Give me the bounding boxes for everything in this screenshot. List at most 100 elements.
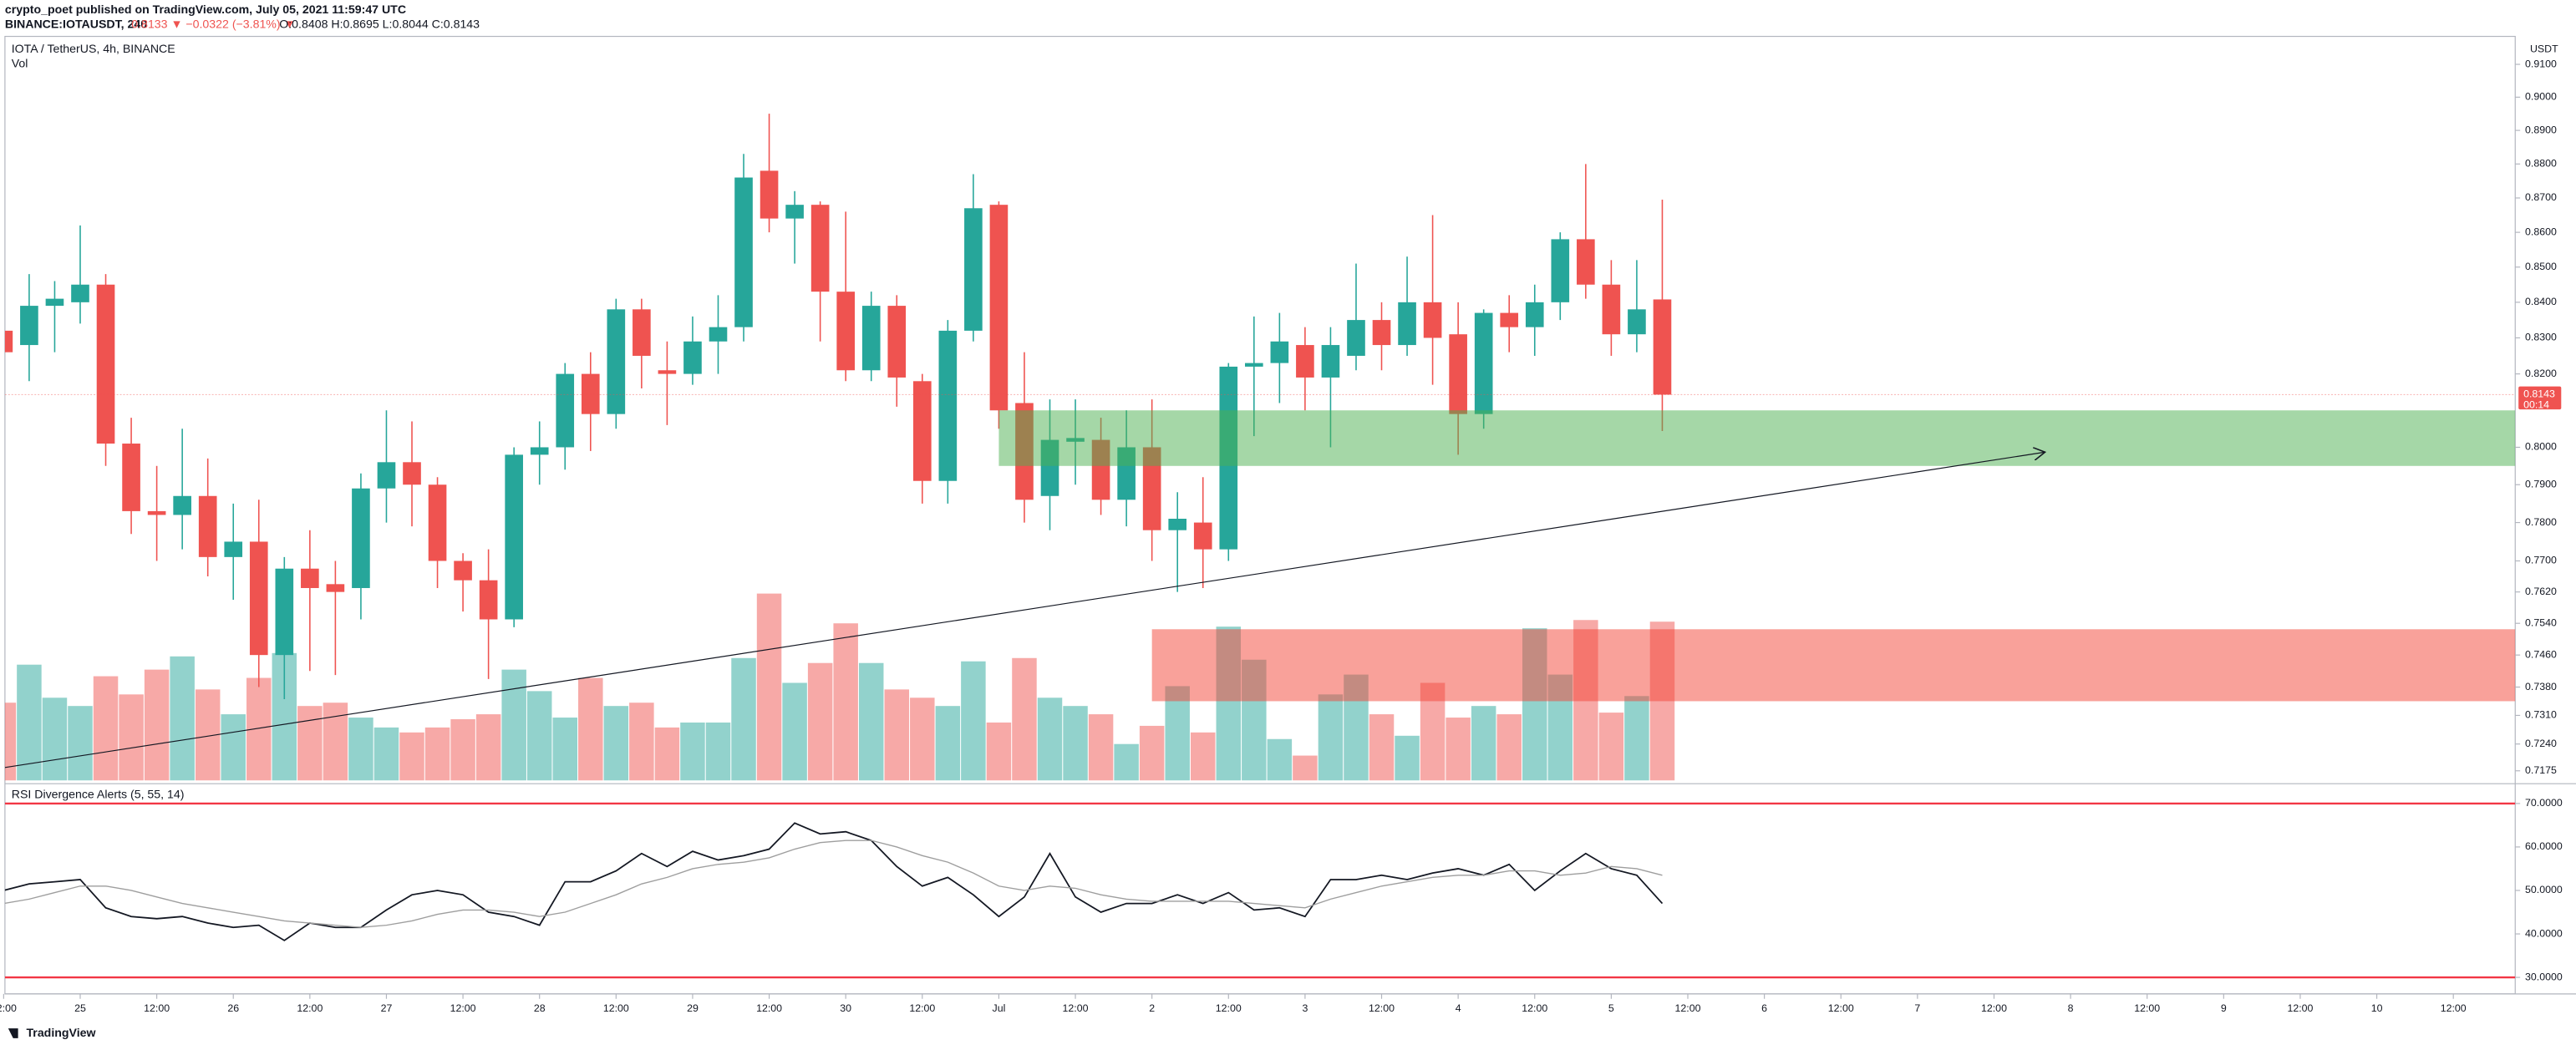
volume-bar [1395,735,1420,781]
candle-body [1577,239,1595,285]
y-tick-label: 0.7800 [2525,516,2557,528]
x-tick-label: Jul [993,1002,1006,1014]
x-tick-label: 9 [2221,1002,2227,1014]
volume-bar [170,656,195,781]
x-tick-label: 12:00 [0,1002,17,1014]
volume-bar [399,732,424,781]
candle-body [1398,302,1416,346]
candle-body [96,284,115,444]
candle-body [428,484,447,561]
volume-bar [782,682,807,781]
volume-bar [1598,713,1624,781]
y-tick-label: 70.0000 [2525,797,2563,809]
volume-bar [705,722,731,781]
axis-unit: USDT [2530,43,2558,55]
author-line: crypto_poet published on TradingView.com… [5,3,406,16]
volume-legend: Vol [12,57,28,70]
volume-bar [884,689,910,781]
y-tick-label: 0.8400 [2525,296,2557,307]
x-tick-label: 12:00 [450,1002,476,1014]
candle-body [1347,320,1365,356]
y-tick-label: 0.7460 [2525,648,2557,660]
candle-body [352,488,370,588]
zone [1151,629,2516,702]
candle-body [147,510,166,515]
candle-body [964,208,983,331]
last-price-label: 0.8143 [2523,388,2555,400]
y-tick-label: 50.0000 [2525,884,2563,895]
candle-body [1245,363,1263,367]
y-tick-label: 0.7700 [2525,555,2557,566]
x-tick-label: 8 [2068,1002,2074,1014]
y-tick-label: 0.8300 [2525,332,2557,343]
y-tick-label: 40.0000 [2525,927,2563,939]
y-tick-label: 0.8700 [2525,191,2557,203]
candle-body [836,292,855,371]
candle-body [1423,302,1442,338]
volume-bar [603,706,629,781]
volume-bar [654,727,680,781]
volume-bar [501,669,526,781]
volume-bar [17,664,42,781]
candle-body [887,306,907,378]
candle-body [71,284,89,302]
candle-body [1525,302,1544,327]
y-tick-label: 0.8800 [2525,158,2557,170]
candle-body [1602,284,1621,335]
y-tick-label: 0.9100 [2525,58,2557,69]
volume-bar [1446,718,1471,781]
candle-body [275,568,294,656]
y-tick-label: 0.8600 [2525,226,2557,237]
volume-bar [1088,714,1114,781]
x-tick-label: 2 [1149,1002,1155,1014]
candle-body [810,205,830,292]
y-tick-label: 0.7620 [2525,586,2557,597]
candle-body [633,309,651,356]
x-tick-label: 12:00 [1675,1002,1701,1014]
volume-bar [424,727,450,781]
y-tick-label: 0.7175 [2525,764,2557,776]
volume-bar [833,623,858,781]
x-tick-label: 28 [534,1002,546,1014]
candle-body [658,370,677,374]
y-tick-label: 0.8000 [2525,441,2557,453]
x-tick-label: 12:00 [603,1002,629,1014]
volume-bar [297,706,323,781]
brand-logo [8,1028,18,1038]
x-tick-label: 12:00 [2134,1002,2160,1014]
price-legend: IOTA / TetherUS, 4h, BINANCE [12,42,175,55]
candle-body [454,561,472,581]
volume-bar [961,661,986,781]
candle-body [1449,334,1467,414]
rsi-line [4,822,1664,941]
y-tick-label: 0.8200 [2525,368,2557,379]
change: 0.8133 ▼ −0.0322 (−3.81%) ▼ [131,18,295,31]
rsi-line [4,839,1663,928]
x-tick-label: 4 [1456,1002,1461,1014]
volume-bar [578,677,603,781]
x-tick-label: 12:00 [297,1002,323,1014]
candle-body [45,298,64,307]
last-price-box [2518,386,2562,410]
volume-bar [1190,732,1216,781]
volume-bar [450,719,475,781]
volume-bar [42,697,68,781]
ohlc: O:0.8408 H:0.8695 L:0.8044 C:0.8143 [279,18,480,31]
candle-body [122,444,140,511]
candle-body [198,495,217,557]
candle-body [760,170,779,219]
candle-body [1270,341,1289,363]
x-tick-label: 3 [1302,1002,1308,1014]
candle-body [377,462,396,489]
y-tick-label: 0.7310 [2525,709,2557,721]
volume-bar [1267,738,1293,781]
volume-bar [1139,725,1165,781]
volume-bar [858,662,884,781]
x-tick-label: 12:00 [756,1002,782,1014]
volume-bar [1471,706,1496,781]
volume-bar [1496,714,1522,781]
volume-bar [1293,755,1318,781]
candle-body [1372,320,1391,346]
y-tick-label: 0.7240 [2525,738,2557,749]
